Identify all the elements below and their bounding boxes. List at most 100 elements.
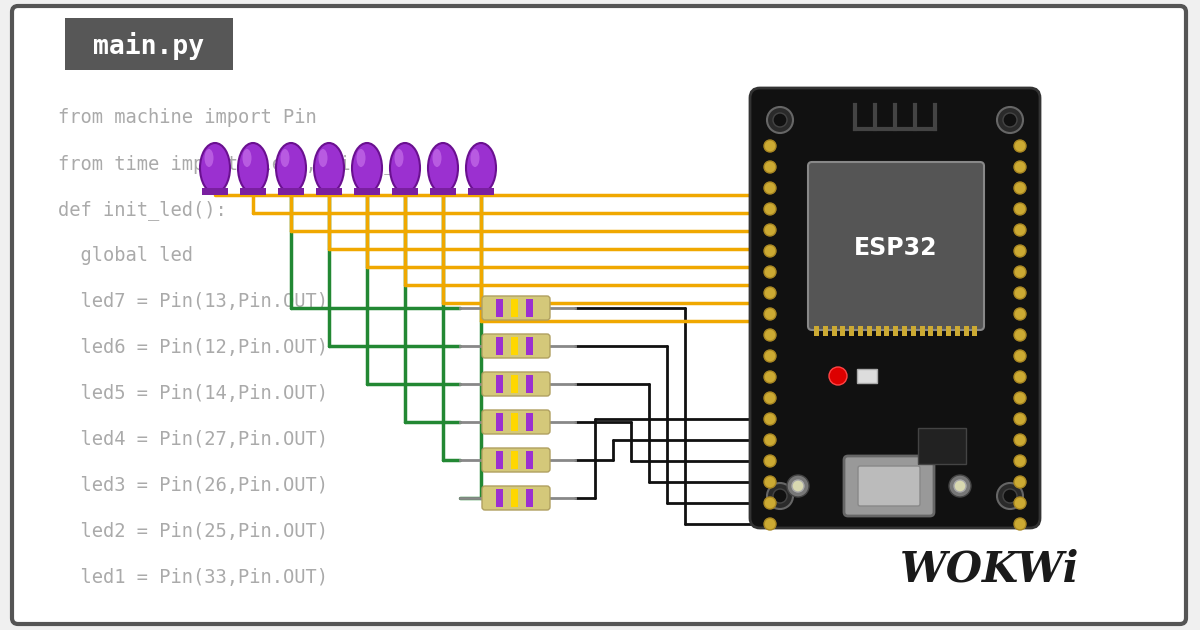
Bar bbox=[511, 375, 518, 393]
Bar bbox=[823, 326, 828, 336]
Circle shape bbox=[764, 287, 776, 299]
Circle shape bbox=[764, 266, 776, 278]
Circle shape bbox=[1014, 455, 1026, 467]
Text: led5 = Pin(14,Pin.OUT): led5 = Pin(14,Pin.OUT) bbox=[58, 384, 328, 403]
Text: led1 = Pin(33,Pin.OUT): led1 = Pin(33,Pin.OUT) bbox=[58, 568, 328, 587]
FancyBboxPatch shape bbox=[12, 6, 1186, 624]
Circle shape bbox=[1014, 413, 1026, 425]
Circle shape bbox=[954, 480, 966, 492]
Ellipse shape bbox=[466, 143, 496, 193]
Circle shape bbox=[997, 483, 1022, 509]
Bar bbox=[866, 326, 871, 336]
Text: led7 = Pin(13,Pin.OUT): led7 = Pin(13,Pin.OUT) bbox=[58, 292, 328, 311]
Circle shape bbox=[1014, 371, 1026, 383]
Bar bbox=[884, 326, 889, 336]
Bar bbox=[496, 489, 503, 507]
Circle shape bbox=[764, 140, 776, 152]
Circle shape bbox=[764, 518, 776, 530]
Text: WOKWi: WOKWi bbox=[900, 549, 1080, 591]
Bar bbox=[876, 326, 881, 336]
Bar bbox=[496, 451, 503, 469]
Bar bbox=[354, 188, 380, 195]
Bar bbox=[902, 326, 907, 336]
Bar bbox=[929, 326, 934, 336]
Text: ESP32: ESP32 bbox=[854, 236, 937, 260]
Circle shape bbox=[1014, 518, 1026, 530]
Ellipse shape bbox=[390, 143, 420, 193]
Circle shape bbox=[997, 107, 1022, 133]
Ellipse shape bbox=[432, 149, 442, 167]
FancyBboxPatch shape bbox=[482, 410, 550, 434]
Circle shape bbox=[764, 413, 776, 425]
Bar bbox=[850, 326, 854, 336]
Bar bbox=[955, 326, 960, 336]
Bar bbox=[430, 188, 456, 195]
Bar bbox=[278, 188, 304, 195]
Bar bbox=[511, 337, 518, 355]
Circle shape bbox=[1014, 392, 1026, 404]
Ellipse shape bbox=[395, 149, 403, 167]
Ellipse shape bbox=[314, 143, 344, 193]
Ellipse shape bbox=[356, 149, 366, 167]
Circle shape bbox=[767, 483, 793, 509]
Bar bbox=[918, 428, 966, 464]
Bar bbox=[964, 326, 968, 336]
Ellipse shape bbox=[276, 143, 306, 193]
Text: led2 = Pin(25,Pin.OUT): led2 = Pin(25,Pin.OUT) bbox=[58, 522, 328, 541]
Circle shape bbox=[1014, 287, 1026, 299]
Ellipse shape bbox=[204, 149, 214, 167]
Circle shape bbox=[1014, 245, 1026, 257]
Circle shape bbox=[1014, 497, 1026, 509]
Circle shape bbox=[764, 245, 776, 257]
FancyBboxPatch shape bbox=[482, 448, 550, 472]
Bar bbox=[511, 299, 518, 317]
FancyBboxPatch shape bbox=[858, 466, 920, 506]
Ellipse shape bbox=[428, 143, 458, 193]
Bar bbox=[919, 326, 925, 336]
FancyBboxPatch shape bbox=[482, 296, 550, 320]
Bar bbox=[858, 326, 863, 336]
Ellipse shape bbox=[242, 149, 252, 167]
Circle shape bbox=[1014, 434, 1026, 446]
Bar bbox=[511, 451, 518, 469]
Circle shape bbox=[773, 489, 787, 503]
Text: led4 = Pin(27,Pin.OUT): led4 = Pin(27,Pin.OUT) bbox=[58, 430, 328, 449]
Bar bbox=[202, 188, 228, 195]
Circle shape bbox=[1014, 140, 1026, 152]
Circle shape bbox=[764, 329, 776, 341]
Circle shape bbox=[764, 455, 776, 467]
Ellipse shape bbox=[352, 143, 382, 193]
Bar bbox=[840, 326, 845, 336]
Bar bbox=[496, 375, 503, 393]
Bar bbox=[526, 375, 533, 393]
Text: led3 = Pin(26,Pin.OUT): led3 = Pin(26,Pin.OUT) bbox=[58, 476, 328, 495]
Bar bbox=[526, 489, 533, 507]
Text: def init_led():: def init_led(): bbox=[58, 200, 250, 220]
Circle shape bbox=[764, 203, 776, 215]
Circle shape bbox=[1014, 224, 1026, 236]
Circle shape bbox=[1003, 489, 1018, 503]
Circle shape bbox=[829, 367, 847, 385]
Bar bbox=[526, 299, 533, 317]
FancyBboxPatch shape bbox=[844, 456, 934, 516]
Circle shape bbox=[1014, 161, 1026, 173]
Bar bbox=[857, 369, 877, 383]
Text: from machine import Pin: from machine import Pin bbox=[58, 108, 317, 127]
Circle shape bbox=[764, 371, 776, 383]
FancyBboxPatch shape bbox=[482, 486, 550, 510]
Circle shape bbox=[764, 224, 776, 236]
Bar bbox=[65, 18, 233, 70]
Circle shape bbox=[764, 476, 776, 488]
Circle shape bbox=[764, 308, 776, 320]
Bar bbox=[316, 188, 342, 195]
Circle shape bbox=[792, 480, 804, 492]
Text: led6 = Pin(12,Pin.OUT): led6 = Pin(12,Pin.OUT) bbox=[58, 338, 328, 357]
Circle shape bbox=[764, 182, 776, 194]
Circle shape bbox=[949, 475, 971, 497]
Bar bbox=[814, 326, 818, 336]
FancyBboxPatch shape bbox=[482, 334, 550, 358]
Bar bbox=[946, 326, 952, 336]
Circle shape bbox=[1003, 113, 1018, 127]
Circle shape bbox=[773, 113, 787, 127]
Text: global led: global led bbox=[58, 246, 193, 265]
